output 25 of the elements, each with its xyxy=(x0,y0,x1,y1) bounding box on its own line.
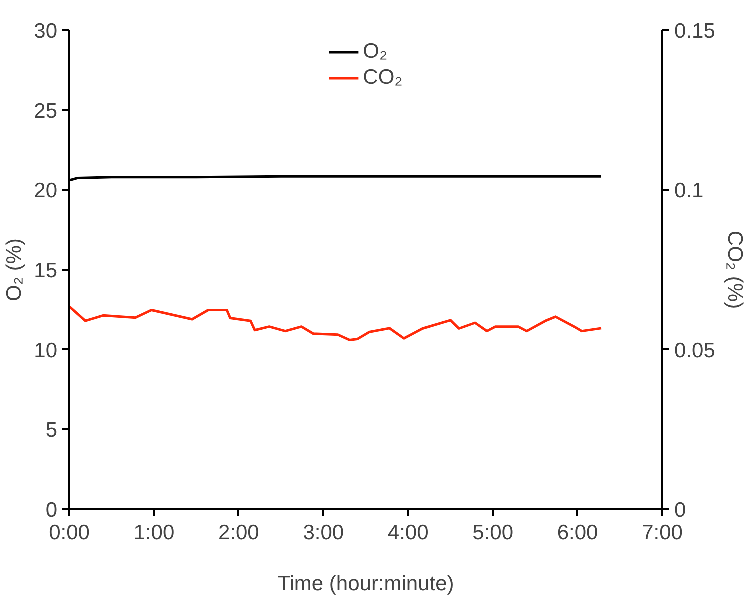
line-series xyxy=(70,305,603,342)
y-tick-label: 20 xyxy=(34,180,58,203)
legend-label: CO₂ xyxy=(363,66,403,90)
y2-tick-label: 0 xyxy=(674,499,686,522)
legend-label: O₂ xyxy=(363,40,388,64)
y-axis-title: O₂ (%) xyxy=(3,238,26,302)
x-tick-label: 5:00 xyxy=(472,522,514,544)
y2-axis-title: CO₂ (%) xyxy=(723,230,746,310)
x-tick-label: 2:00 xyxy=(218,522,260,544)
y-tick-label: 0 xyxy=(46,499,58,522)
y2-tick-label: 0.15 xyxy=(674,20,716,43)
y-tick-label: 10 xyxy=(34,339,58,362)
y-tick-label: 5 xyxy=(46,419,58,442)
x-axis-title: Time (hour:minute) xyxy=(278,572,454,596)
x-tick-label: 3:00 xyxy=(303,522,344,544)
x-tick-label: 6:00 xyxy=(557,522,598,544)
x-tick-label: 1:00 xyxy=(134,522,175,544)
x-tick-label: 4:00 xyxy=(388,522,429,544)
x-tick-label: 7:00 xyxy=(642,522,683,544)
y-tick-label: 15 xyxy=(34,260,58,282)
y-tick-label: 30 xyxy=(34,20,58,43)
y2-tick-label: 0.05 xyxy=(674,339,716,362)
y-tick-label: 25 xyxy=(34,100,58,123)
y2-tick-label: 0.1 xyxy=(674,180,704,203)
x-tick-label: 0:00 xyxy=(49,522,90,544)
